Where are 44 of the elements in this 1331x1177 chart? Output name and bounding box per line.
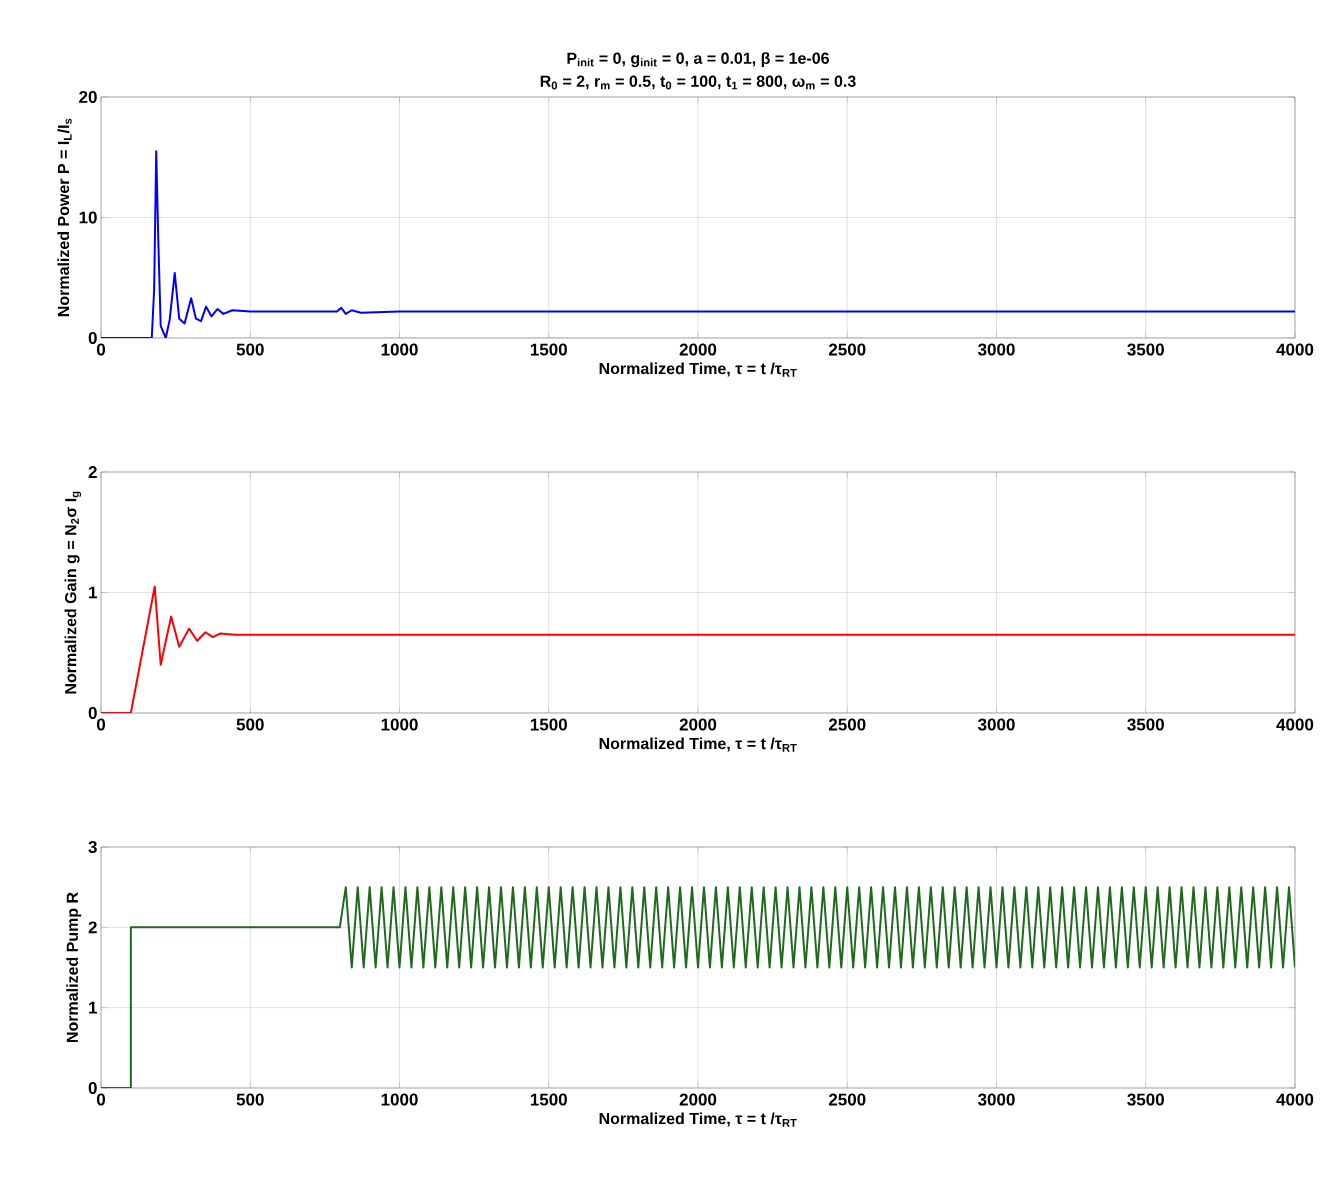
x-tick-label: 500 <box>236 718 264 731</box>
x-tick-label: 1000 <box>381 718 418 731</box>
x-tick-label: 3500 <box>1127 343 1164 356</box>
x-axis-title: Normalized Time, τ = t /τ$_{RT}$ <box>599 362 797 377</box>
x-tick-label: 500 <box>236 343 264 356</box>
y-tick-label: 0 <box>88 706 97 720</box>
x-tick-label: 500 <box>236 1093 264 1106</box>
x-tick-label: 2500 <box>828 343 866 356</box>
x-tick-label: 1500 <box>530 343 567 356</box>
x-tick-label: 2500 <box>828 1093 866 1106</box>
x-tick-label: 1000 <box>381 1093 418 1106</box>
y-tick-label: 2 <box>88 921 97 934</box>
text: R$_{0}$ = 2, r$_{m}$ = 0.5, t$_{0}$ = 100, t$_{1}$ = 800, ω$_{m}$ = 0.3 <box>540 75 856 90</box>
y-axis-title: Normalized Pump R <box>66 892 82 1042</box>
y-tick-label: 1 <box>89 586 97 599</box>
y-axis-title: Normalized Gain g = N$_{2}$σ I$_{g}$ <box>64 491 82 694</box>
y-tick-label: 10 <box>79 211 97 224</box>
line-series <box>101 886 1295 1088</box>
x-axis-title: Normalized Time, τ = t /τ$_{RT}$ <box>599 1112 797 1127</box>
x-tick-label: 3500 <box>1127 1093 1164 1106</box>
x-tick-label: 3000 <box>977 718 1015 731</box>
x-tick-label: 1500 <box>530 718 567 731</box>
x-tick-label: 1000 <box>381 343 418 356</box>
y-tick-label: 0 <box>88 1081 97 1095</box>
x-tick-label: 2000 <box>679 343 717 356</box>
x-tick-label: 4000 <box>1276 718 1314 731</box>
y-tick-label: 20 <box>79 90 97 104</box>
x-tick-label: 3000 <box>977 343 1015 356</box>
x-tick-label: 4000 <box>1276 343 1314 356</box>
y-tick-label: 0 <box>88 331 97 345</box>
x-axis-title: Normalized Time, τ = t /τ$_{RT}$ <box>599 737 797 752</box>
y-tick-label: 1 <box>89 1001 97 1014</box>
chart-title: P$_{init}$ = 0, g$_{init}$ = 0, a = 0.01, β = 1e-06 <box>567 52 829 68</box>
y-axis-title: Normalized Power P = I$_{L}$/I$_{s}$ <box>57 118 72 317</box>
x-tick-label: 3000 <box>977 1093 1015 1106</box>
x-tick-label: 2500 <box>828 718 866 731</box>
line-series <box>101 150 1295 338</box>
x-tick-label: 4000 <box>1276 1093 1314 1106</box>
x-tick-label: 2000 <box>679 1093 717 1106</box>
x-tick-label: 3500 <box>1127 718 1164 731</box>
y-tick-label: 3 <box>88 840 97 854</box>
x-tick-label: 1500 <box>530 1093 567 1106</box>
x-tick-label: 2000 <box>679 718 717 731</box>
y-tick-label: 2 <box>88 466 97 478</box>
